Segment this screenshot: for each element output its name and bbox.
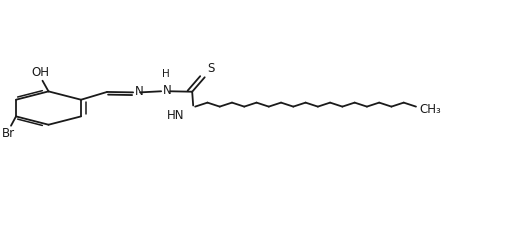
Text: HN: HN [167,109,184,122]
Text: OH: OH [31,66,49,79]
Text: N: N [135,86,143,99]
Text: N: N [163,84,171,97]
Text: CH₃: CH₃ [419,103,441,116]
Text: Br: Br [2,127,15,140]
Text: H: H [162,69,170,79]
Text: S: S [207,62,214,75]
